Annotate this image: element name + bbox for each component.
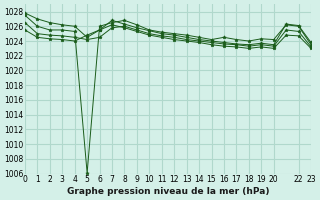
X-axis label: Graphe pression niveau de la mer (hPa): Graphe pression niveau de la mer (hPa) bbox=[67, 187, 269, 196]
